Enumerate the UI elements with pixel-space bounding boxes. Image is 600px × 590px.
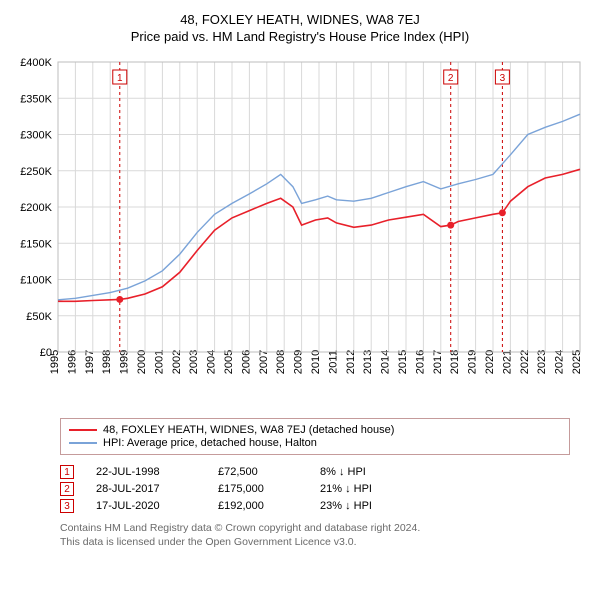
event-diff: 21% ↓ HPI — [320, 483, 410, 495]
legend-item: 48, FOXLEY HEATH, WIDNES, WA8 7EJ (detac… — [69, 424, 561, 436]
svg-text:2009: 2009 — [293, 350, 305, 374]
attribution: Contains HM Land Registry data © Crown c… — [60, 521, 570, 549]
event-price: £72,500 — [218, 466, 298, 478]
event-marker: 2 — [60, 482, 74, 496]
event-marker: 3 — [60, 499, 74, 513]
svg-text:2: 2 — [448, 73, 454, 84]
svg-text:2002: 2002 — [171, 350, 183, 374]
footer-line: Contains HM Land Registry data © Crown c… — [60, 521, 570, 535]
svg-text:2020: 2020 — [484, 350, 496, 374]
footer-line: This data is licensed under the Open Gov… — [60, 535, 570, 549]
svg-text:2014: 2014 — [380, 350, 392, 374]
legend-item: HPI: Average price, detached house, Halt… — [69, 437, 561, 449]
event-date: 28-JUL-2017 — [96, 483, 196, 495]
svg-text:2011: 2011 — [327, 350, 339, 374]
svg-text:2012: 2012 — [345, 350, 357, 374]
event-diff: 8% ↓ HPI — [320, 466, 410, 478]
svg-text:2022: 2022 — [519, 350, 531, 374]
svg-text:2019: 2019 — [467, 350, 479, 374]
svg-text:2013: 2013 — [362, 350, 374, 374]
svg-text:1996: 1996 — [66, 350, 78, 374]
event-row: 2 28-JUL-2017 £175,000 21% ↓ HPI — [60, 482, 570, 496]
svg-text:3: 3 — [500, 73, 506, 84]
svg-text:1998: 1998 — [101, 350, 113, 374]
legend-swatch — [69, 429, 97, 431]
svg-text:2006: 2006 — [240, 350, 252, 374]
event-row: 3 17-JUL-2020 £192,000 23% ↓ HPI — [60, 499, 570, 513]
svg-text:2001: 2001 — [153, 350, 165, 374]
svg-text:2003: 2003 — [188, 350, 200, 374]
legend-swatch — [69, 442, 97, 444]
svg-text:2021: 2021 — [501, 350, 513, 374]
svg-text:£150K: £150K — [20, 238, 52, 250]
event-diff: 23% ↓ HPI — [320, 500, 410, 512]
svg-text:2023: 2023 — [536, 350, 548, 374]
svg-text:£100K: £100K — [20, 275, 52, 287]
event-table: 1 22-JUL-1998 £72,500 8% ↓ HPI 2 28-JUL-2017 £… — [60, 465, 570, 513]
chart-canvas: £0£50K£100K£150K£200K£250K£300K£350K£400… — [10, 52, 590, 412]
svg-text:2004: 2004 — [206, 350, 218, 374]
svg-text:2010: 2010 — [310, 350, 322, 374]
svg-text:2015: 2015 — [397, 350, 409, 374]
event-date: 17-JUL-2020 — [96, 500, 196, 512]
svg-text:1: 1 — [117, 73, 123, 84]
svg-text:2005: 2005 — [223, 350, 235, 374]
svg-text:2007: 2007 — [258, 350, 270, 374]
svg-text:2025: 2025 — [571, 350, 583, 374]
legend-label: 48, FOXLEY HEATH, WIDNES, WA8 7EJ (detac… — [103, 424, 394, 436]
event-price: £192,000 — [218, 500, 298, 512]
legend-label: HPI: Average price, detached house, Halt… — [103, 437, 317, 449]
svg-text:1997: 1997 — [84, 350, 96, 374]
svg-text:2018: 2018 — [449, 350, 461, 374]
svg-text:£250K: £250K — [20, 166, 52, 178]
svg-text:2017: 2017 — [432, 350, 444, 374]
event-row: 1 22-JUL-1998 £72,500 8% ↓ HPI — [60, 465, 570, 479]
chart-subtitle: Price paid vs. HM Land Registry's House … — [10, 29, 590, 44]
svg-text:£300K: £300K — [20, 130, 52, 142]
svg-text:£200K: £200K — [20, 202, 52, 214]
svg-text:2024: 2024 — [554, 350, 566, 374]
svg-text:£50K: £50K — [26, 311, 52, 323]
svg-text:1995: 1995 — [49, 350, 61, 374]
svg-text:2000: 2000 — [136, 350, 148, 374]
svg-text:£400K: £400K — [20, 57, 52, 69]
legend: 48, FOXLEY HEATH, WIDNES, WA8 7EJ (detac… — [60, 418, 570, 455]
event-price: £175,000 — [218, 483, 298, 495]
svg-text:1999: 1999 — [119, 350, 131, 374]
svg-text:2016: 2016 — [414, 350, 426, 374]
svg-text:£350K: £350K — [20, 93, 52, 105]
svg-text:2008: 2008 — [275, 350, 287, 374]
event-date: 22-JUL-1998 — [96, 466, 196, 478]
chart-title: 48, FOXLEY HEATH, WIDNES, WA8 7EJ — [10, 12, 590, 27]
event-marker: 1 — [60, 465, 74, 479]
price-chart: £0£50K£100K£150K£200K£250K£300K£350K£400… — [10, 52, 590, 412]
